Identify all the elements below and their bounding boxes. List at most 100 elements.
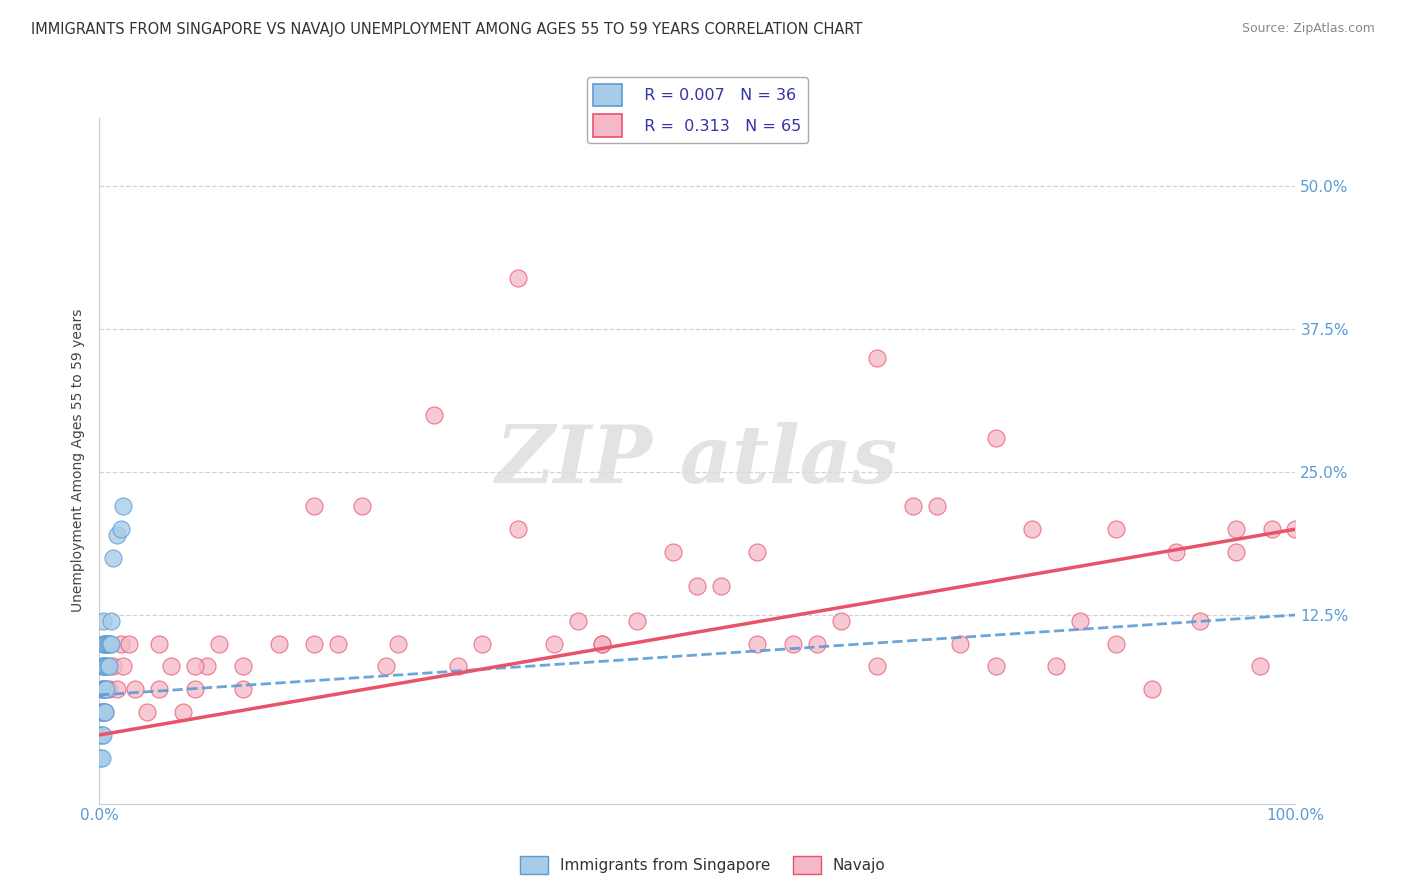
Point [232, 659, 254, 673]
Point [901, 500, 924, 514]
Point [96, 682, 118, 697]
Point [304, 636, 326, 650]
Point [90, 682, 112, 697]
Point [662, 545, 685, 559]
Point [90, 705, 112, 719]
Point [184, 682, 207, 697]
Point [148, 636, 170, 650]
Point [375, 659, 398, 673]
Point [110, 522, 132, 536]
Text: IMMIGRANTS FROM SINGAPORE VS NAVAJO UNEMPLOYMENT AMONG AGES 55 TO 59 YEARS CORRE: IMMIGRANTS FROM SINGAPORE VS NAVAJO UNEM… [31, 22, 862, 37]
Point [710, 579, 733, 593]
Point [1260, 522, 1282, 536]
Point [567, 614, 589, 628]
Point [93, 636, 115, 650]
Point [1225, 522, 1247, 536]
Point [96, 636, 118, 650]
Point [506, 522, 529, 536]
Point [949, 636, 972, 650]
Point [148, 682, 170, 697]
Legend:   R = 0.007   N = 36,   R =  0.313   N = 65: R = 0.007 N = 36, R = 0.313 N = 65 [586, 78, 808, 144]
Point [1021, 522, 1043, 536]
Point [112, 500, 135, 514]
Point [112, 659, 135, 673]
Point [118, 636, 141, 650]
Point [184, 659, 207, 673]
Point [96, 659, 118, 673]
Point [91, 682, 114, 697]
Point [172, 705, 194, 719]
Point [471, 636, 494, 650]
Point [447, 659, 470, 673]
Point [91, 614, 114, 628]
Point [782, 636, 804, 650]
Point [91, 705, 114, 719]
Point [387, 636, 409, 650]
Point [352, 500, 374, 514]
Point [745, 545, 768, 559]
Point [745, 636, 768, 650]
Point [591, 636, 613, 650]
Point [160, 659, 183, 673]
Point [94, 705, 117, 719]
Point [208, 636, 231, 650]
Point [97, 682, 120, 697]
Point [232, 682, 254, 697]
Point [1045, 659, 1067, 673]
Point [195, 659, 218, 673]
Point [1069, 614, 1091, 628]
Point [105, 528, 128, 542]
Point [328, 636, 350, 650]
Point [89, 751, 111, 765]
Legend: Immigrants from Singapore, Navajo: Immigrants from Singapore, Navajo [515, 850, 891, 880]
Point [830, 614, 852, 628]
Point [94, 705, 117, 719]
Point [304, 500, 326, 514]
Point [90, 659, 112, 673]
Point [110, 636, 132, 650]
Point [986, 431, 1008, 445]
Point [89, 705, 111, 719]
Point [91, 682, 114, 697]
Point [866, 659, 889, 673]
Point [267, 636, 290, 650]
Point [94, 636, 117, 650]
Point [91, 728, 114, 742]
Point [96, 659, 118, 673]
Point [91, 659, 114, 673]
Point [124, 682, 146, 697]
Text: ZIP atlas: ZIP atlas [496, 422, 898, 500]
Point [423, 408, 446, 422]
Point [103, 550, 125, 565]
Point [105, 682, 128, 697]
Point [94, 682, 117, 697]
Text: Source: ZipAtlas.com: Source: ZipAtlas.com [1241, 22, 1375, 36]
Point [94, 659, 117, 673]
Point [89, 728, 111, 742]
Point [1140, 682, 1163, 697]
Point [925, 500, 948, 514]
Point [96, 636, 118, 650]
Point [1188, 614, 1211, 628]
Point [1105, 636, 1128, 650]
Y-axis label: Unemployment Among Ages 55 to 59 years: Unemployment Among Ages 55 to 59 years [72, 309, 86, 612]
Point [1284, 522, 1306, 536]
Point [866, 351, 889, 365]
Point [1249, 659, 1271, 673]
Point [98, 636, 121, 650]
Point [1105, 522, 1128, 536]
Point [136, 705, 159, 719]
Point [626, 614, 648, 628]
Point [93, 682, 115, 697]
Point [93, 659, 115, 673]
Point [97, 636, 120, 650]
Point [93, 705, 115, 719]
Point [100, 636, 122, 650]
Point [806, 636, 828, 650]
Point [506, 270, 529, 285]
Point [97, 659, 120, 673]
Point [90, 728, 112, 742]
Point [100, 614, 122, 628]
Point [90, 751, 112, 765]
Point [1164, 545, 1187, 559]
